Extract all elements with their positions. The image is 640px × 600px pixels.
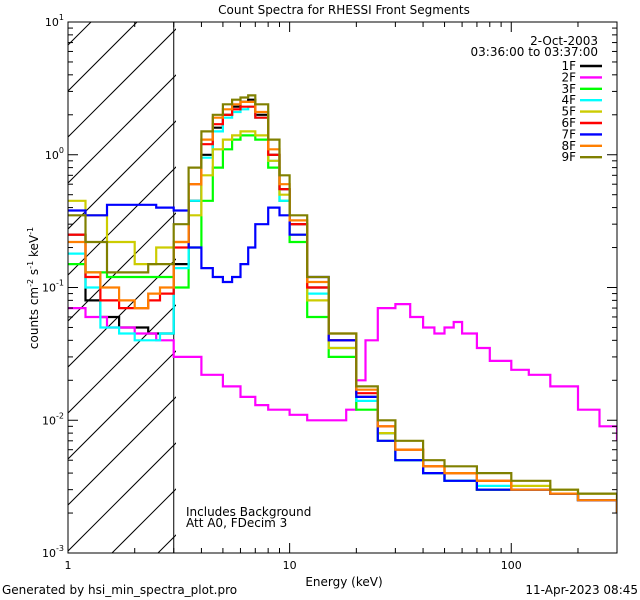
- hatch-line: [68, 22, 138, 92]
- note-background: Includes Background: [186, 505, 311, 519]
- date-label: 2-Oct-2003: [530, 34, 598, 48]
- hatch-line: [68, 396, 176, 506]
- y-tick-label: 10-2: [42, 411, 64, 427]
- legend-label-6F: 6F: [561, 116, 576, 130]
- hatch-line: [68, 258, 176, 368]
- footer-generated-by: Generated by hsi_min_spectra_plot.pro: [2, 583, 237, 597]
- legend-label-5F: 5F: [561, 105, 576, 119]
- series-line-9F: [68, 94, 617, 501]
- y-tick-label: 10-3: [42, 544, 64, 560]
- x-tick-label: 100: [501, 559, 522, 572]
- plot-frame: [67, 21, 618, 554]
- y-axis-ticks: 10-3 10-2 10-1 100 101: [42, 13, 617, 560]
- legend-label-3F: 3F: [561, 82, 576, 96]
- series-line-2F: [68, 303, 617, 441]
- series-layer: [68, 94, 617, 513]
- legend-label-7F: 7F: [561, 127, 576, 141]
- hatch-line: [68, 166, 176, 276]
- legend-label-9F: 9F: [561, 150, 576, 164]
- hatch-line: [68, 22, 92, 46]
- legend-label-1F: 1F: [561, 59, 576, 73]
- hatch-line: [68, 350, 176, 460]
- hatch-line: [68, 28, 176, 138]
- series-line-5F: [68, 130, 617, 501]
- x-tick-label: 10: [283, 559, 297, 572]
- x-axis-ticks: 1 10 100: [65, 22, 618, 572]
- series-line-8F: [68, 100, 617, 513]
- hatch-line: [68, 442, 176, 552]
- series-line-6F: [68, 105, 617, 513]
- note-attenuator: Att A0, FDecim 3: [186, 516, 287, 530]
- series-line-7F: [68, 203, 617, 513]
- x-axis-label: Energy (keV): [305, 575, 382, 589]
- time-range-label: 03:36:00 to 03:37:00: [471, 45, 598, 59]
- x-tick-label: 1: [65, 559, 72, 572]
- footer-timestamp: 11-Apr-2023 08:45: [525, 583, 638, 597]
- y-tick-label: 10-1: [42, 279, 64, 295]
- series-line-4F: [68, 105, 617, 513]
- chart-title: Count Spectra for RHESSI Front Segments: [218, 3, 470, 17]
- series-line-1F: [68, 98, 617, 513]
- legend-label-2F: 2F: [561, 70, 576, 84]
- hatch-line: [0, 0, 88, 553]
- hatch-line: [68, 304, 176, 414]
- y-axis-label: counts cm-2 s-1 keV-1: [26, 227, 41, 349]
- hatch-line: [68, 212, 176, 322]
- y-tick-label: 101: [45, 13, 64, 29]
- legend-label-4F: 4F: [561, 93, 576, 107]
- y-tick-label: 100: [45, 146, 64, 162]
- legend-label-8F: 8F: [561, 139, 576, 153]
